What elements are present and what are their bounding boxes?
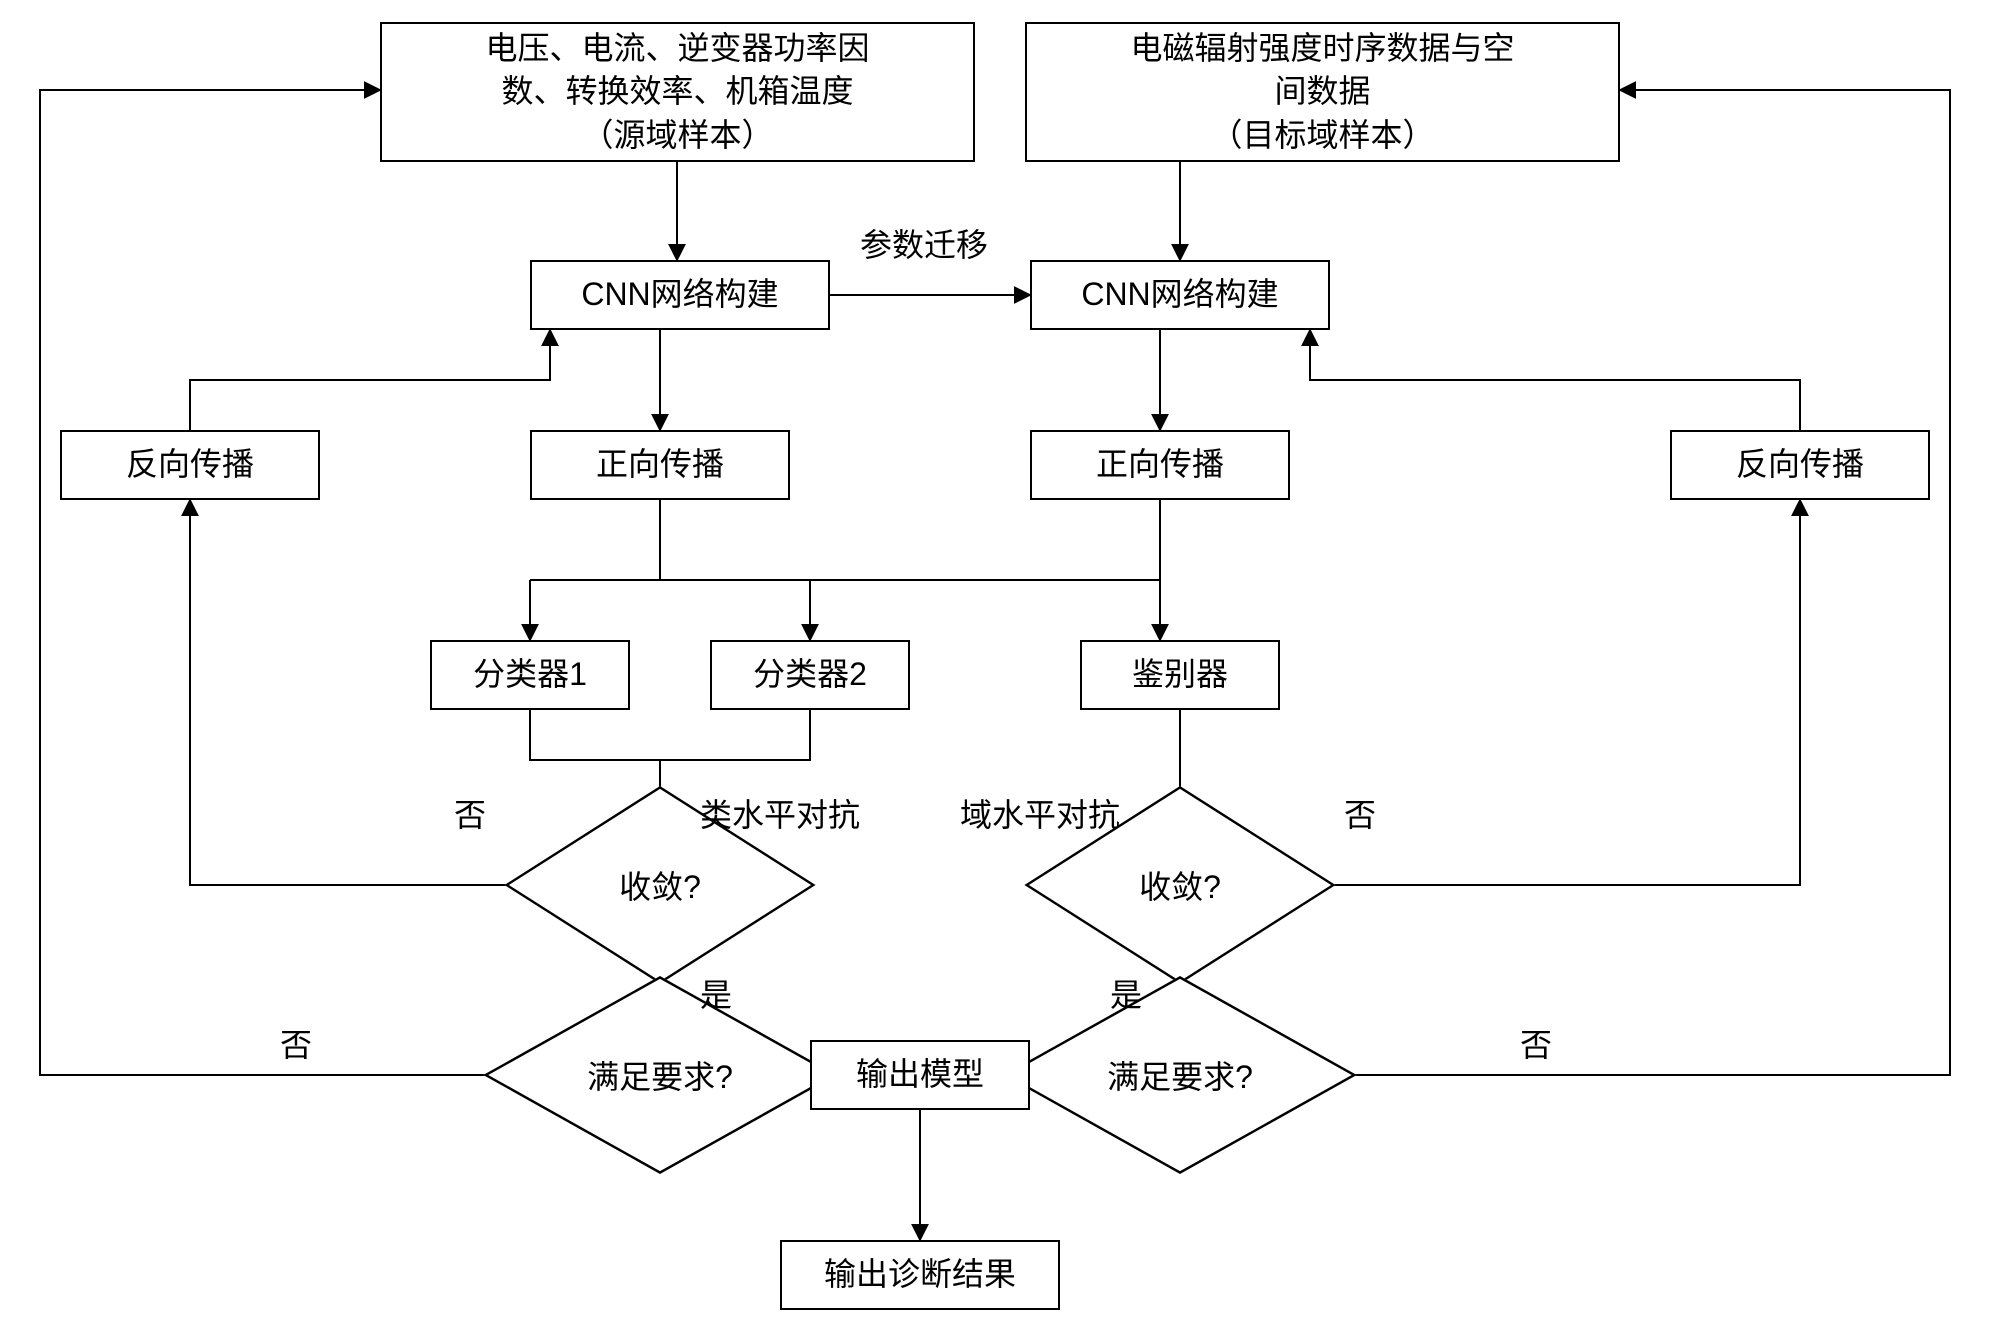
node-fp2: 正向传播 xyxy=(1030,430,1290,500)
label-no3: 否 xyxy=(280,1020,312,1066)
label-no1: 否 xyxy=(454,790,486,836)
node-conv2: 收敛? xyxy=(1110,815,1250,955)
node-tgt-label: 电磁辐射强度时序数据与空间数据（目标域样本） xyxy=(1130,27,1514,157)
label-yes2: 是 xyxy=(1110,970,1142,1016)
label-no2: 否 xyxy=(1344,790,1376,836)
node-fp1: 正向传播 xyxy=(530,430,790,500)
label-no4: 否 xyxy=(1520,1020,1552,1066)
label-classlv: 类水平对抗 xyxy=(700,790,860,836)
node-fp2-label: 正向传播 xyxy=(1096,443,1224,486)
node-tgt: 电磁辐射强度时序数据与空间数据（目标域样本） xyxy=(1025,22,1620,162)
node-req1-label: 满足要求? xyxy=(587,1052,733,1098)
edge-req1-src xyxy=(40,90,535,1075)
edge-cls2-conv1m xyxy=(660,710,810,760)
node-cls2-label: 分类器2 xyxy=(753,653,867,696)
node-outm-label: 输出模型 xyxy=(856,1053,984,1096)
node-fp1-label: 正向传播 xyxy=(596,443,724,486)
node-cnn1: CNN网络构建 xyxy=(530,260,830,330)
node-bp2: 反向传播 xyxy=(1670,430,1930,500)
node-req1: 满足要求? xyxy=(590,1005,730,1145)
label-domlv: 域水平对抗 xyxy=(960,790,1120,836)
node-conv1: 收敛? xyxy=(590,815,730,955)
node-bp2-label: 反向传播 xyxy=(1736,443,1864,486)
label-yes1: 是 xyxy=(700,970,732,1016)
node-cls1: 分类器1 xyxy=(430,640,630,710)
edge-req2-tgt xyxy=(1305,90,1950,1075)
node-cnn2-label: CNN网络构建 xyxy=(1081,273,1278,316)
node-outr: 输出诊断结果 xyxy=(780,1240,1060,1310)
node-bp1-label: 反向传播 xyxy=(126,443,254,486)
node-outr-label: 输出诊断结果 xyxy=(824,1253,1016,1296)
node-disc: 鉴别器 xyxy=(1080,640,1280,710)
edge-bp2-cnn2 xyxy=(1310,330,1800,430)
node-cls1-label: 分类器1 xyxy=(473,653,587,696)
node-cls2: 分类器2 xyxy=(710,640,910,710)
node-cnn2: CNN网络构建 xyxy=(1030,260,1330,330)
edge-layer xyxy=(0,0,1993,1336)
node-src-label: 电压、电流、逆变器功率因数、转换效率、机箱温度（源域样本） xyxy=(485,27,869,157)
node-conv2-label: 收敛? xyxy=(1139,862,1221,908)
flowchart-canvas: 电压、电流、逆变器功率因数、转换效率、机箱温度（源域样本） 电磁辐射强度时序数据与… xyxy=(0,0,1993,1336)
node-req2: 满足要求? xyxy=(1110,1005,1250,1145)
node-outm: 输出模型 xyxy=(810,1040,1030,1110)
node-cnn1-label: CNN网络构建 xyxy=(581,273,778,316)
node-conv1-label: 收敛? xyxy=(619,862,701,908)
node-disc-label: 鉴别器 xyxy=(1132,653,1228,696)
node-bp1: 反向传播 xyxy=(60,430,320,500)
node-req2-label: 满足要求? xyxy=(1107,1052,1253,1098)
label-migrate: 参数迁移 xyxy=(860,220,988,266)
node-src: 电压、电流、逆变器功率因数、转换效率、机箱温度（源域样本） xyxy=(380,22,975,162)
edge-bp1-cnn1 xyxy=(190,330,550,430)
